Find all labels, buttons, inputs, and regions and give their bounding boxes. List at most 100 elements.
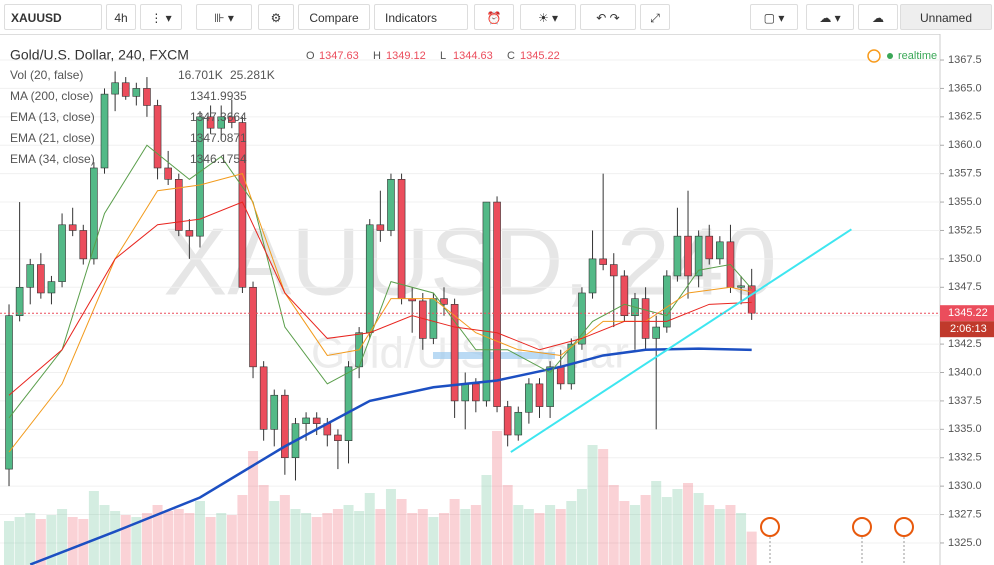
volume-bar [205, 517, 216, 565]
volume-bar [35, 519, 46, 565]
status-dot [887, 53, 893, 59]
volume-bar [523, 509, 534, 565]
volume-bar [587, 445, 598, 565]
ohlc-key: O [306, 50, 315, 62]
candle-body [620, 275, 629, 316]
candle-body [535, 383, 544, 407]
candle-body [37, 264, 45, 294]
candle-body [493, 201, 501, 407]
load-button[interactable]: ☁ ▾ [806, 4, 854, 30]
candle-body [546, 366, 554, 407]
candle-body [365, 224, 374, 334]
volume-bar [269, 501, 280, 565]
last-price-badge [940, 305, 994, 322]
indicators-button[interactable]: Indicators [374, 4, 468, 30]
legend-value: 25.281K [230, 68, 275, 82]
volume-bar [513, 505, 524, 565]
volume-bar [290, 509, 301, 565]
volume-bar [555, 509, 566, 565]
layout-name[interactable]: Unnamed [900, 4, 992, 30]
trendline [510, 228, 852, 453]
alert-button[interactable]: ⏰ [474, 4, 514, 30]
idea-button[interactable]: ☀ ▾ [520, 4, 576, 30]
volume-bar [237, 495, 248, 565]
volume-bar [470, 505, 481, 565]
interval-menu[interactable]: ⋮ ▾ [140, 4, 182, 30]
candle-body [503, 406, 512, 436]
chart-title: Gold/U.S. Dollar, 240, FXCM [10, 47, 189, 63]
candle-body [663, 275, 671, 328]
volume-bar [354, 511, 365, 565]
candle-body [588, 258, 597, 294]
candle-body [609, 264, 618, 277]
candle-body [270, 394, 279, 430]
volume-bar [301, 513, 312, 565]
settings-button[interactable]: ⚙ [258, 4, 294, 30]
volume-bar [375, 509, 386, 565]
volume-bar [534, 513, 545, 565]
candle-body [217, 116, 226, 129]
candle-body [641, 298, 650, 339]
legend-label: MA (200, close) [10, 89, 93, 103]
layout-button[interactable]: ▢ ▾ [750, 4, 798, 30]
candle-body [249, 286, 257, 368]
candle-body [387, 179, 395, 231]
event-flag [894, 517, 914, 537]
compare-button[interactable]: Compare [298, 4, 370, 30]
volume-bar [629, 505, 640, 565]
candle-body [556, 366, 565, 385]
volume-bar [131, 517, 142, 565]
warning-icon [867, 49, 881, 63]
y-tick-label: 1367.5 [948, 54, 982, 66]
candle-body [482, 201, 491, 402]
ma-line [8, 144, 753, 419]
candle-body [578, 292, 586, 345]
volume-bar [194, 501, 205, 565]
candle-body [429, 298, 438, 339]
volume-bar [332, 509, 343, 565]
volume-bar [736, 513, 747, 565]
volume-bar [672, 489, 683, 565]
volume-bar [173, 509, 184, 565]
candle-body [525, 383, 533, 413]
y-tick-label: 1357.5 [948, 168, 982, 180]
undo-redo[interactable]: ↶ ↷ [580, 4, 636, 30]
candle-body [684, 235, 692, 277]
volume-bar [693, 493, 704, 565]
volume-bar [279, 495, 290, 565]
candle-body [397, 179, 406, 299]
volume-bar [714, 509, 725, 565]
volume-bar [608, 485, 619, 565]
fullscreen-button[interactable]: ⤢ [640, 4, 670, 30]
volume-bar [88, 491, 99, 565]
volume-bar [152, 505, 163, 565]
volume-bar [322, 513, 333, 565]
candle-body [228, 116, 236, 123]
status: realtime [898, 50, 937, 62]
y-tick-label: 1365.0 [948, 82, 982, 94]
volume-bar [481, 475, 492, 565]
candle-body [153, 105, 162, 169]
interval-button[interactable]: 4h [106, 4, 136, 30]
volume-bar [640, 495, 651, 565]
candle-body [334, 434, 342, 441]
volume-bar [248, 451, 259, 565]
ohlc-key: L [440, 50, 446, 62]
y-tick-label: 1355.0 [948, 196, 982, 208]
candle-body [652, 326, 660, 339]
volume-bar [343, 505, 354, 565]
candle-body [344, 366, 353, 441]
volume-bar [460, 509, 471, 565]
event-flag [760, 517, 780, 537]
candle-body [164, 167, 172, 180]
y-tick-label: 1327.5 [948, 508, 982, 520]
y-tick-label: 1342.5 [948, 338, 982, 350]
volume-bar [545, 505, 556, 565]
symbol-input[interactable]: XAUUSD [4, 4, 102, 30]
ma-line [8, 201, 752, 396]
volume-bar [57, 509, 68, 565]
candle-body [259, 366, 268, 430]
chart-style-button[interactable]: ⊪ ▾ [196, 4, 252, 30]
candle-body [694, 235, 703, 277]
save-button[interactable]: ☁ [858, 4, 898, 30]
